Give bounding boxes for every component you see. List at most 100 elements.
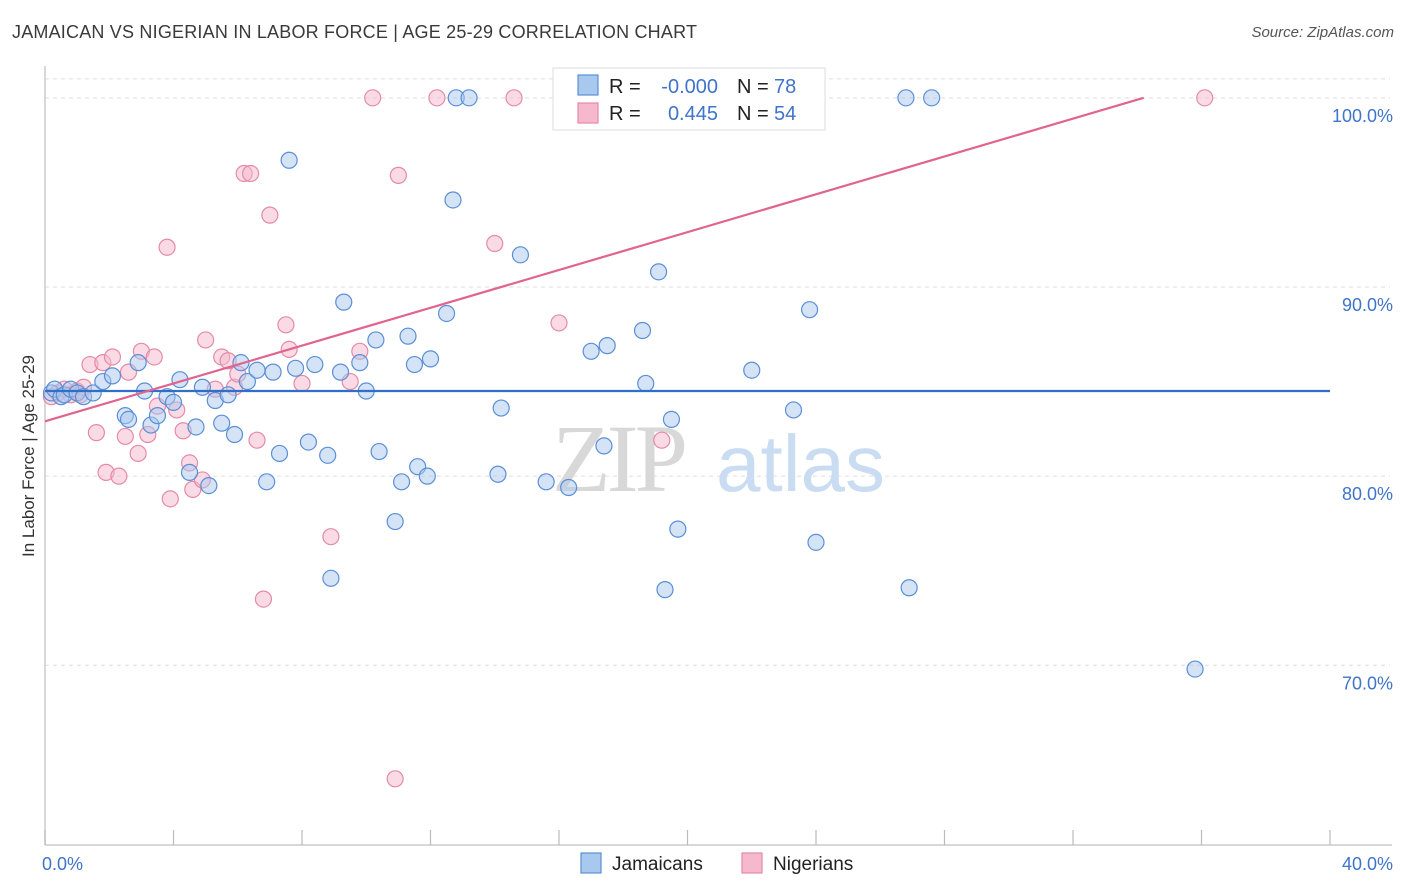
- nigerian-point: [505, 89, 523, 107]
- watermark-atlas: atlas: [716, 419, 885, 508]
- jamaican-point: [306, 355, 324, 374]
- jamaican-point: [270, 444, 289, 463]
- x-tick-label: 0.0%: [42, 854, 83, 874]
- nigerian-point: [293, 374, 311, 393]
- jamaican-point: [280, 151, 298, 169]
- jamaican-point: [598, 337, 616, 355]
- jamaican-point: [187, 418, 205, 436]
- nigerian-point: [486, 234, 504, 253]
- legend: R = -0.000 N = 78 R = 0.445 N = 54: [552, 67, 826, 131]
- nigerian-point: [103, 348, 122, 366]
- jamaican-point: [537, 473, 555, 491]
- y-axis-label: In Labor Force | Age 25-29: [19, 355, 38, 557]
- jamaican-point: [367, 331, 385, 349]
- nigerian-point: [1196, 89, 1214, 107]
- jamaican-point: [669, 520, 687, 538]
- nigerian-point: [116, 427, 134, 446]
- jamaican-point: [784, 401, 803, 419]
- jamaican-point: [743, 361, 761, 379]
- jamaican-point: [351, 354, 369, 372]
- nigerian-point: [145, 348, 163, 366]
- nigerian-point: [389, 166, 407, 184]
- jamaican-point: [807, 533, 825, 551]
- jamaican-point: [582, 342, 600, 360]
- nigerian-point: [254, 590, 273, 608]
- nigerian-point: [197, 331, 215, 349]
- y-tick-label: 80.0%: [1342, 484, 1393, 504]
- jamaican-point: [637, 374, 655, 393]
- jamaican-point: [248, 361, 266, 379]
- jamaican-point: [164, 393, 183, 411]
- nigerian-point: [242, 164, 260, 183]
- jamaican-point: [103, 367, 122, 385]
- jamaican-point: [386, 512, 404, 531]
- nigerian-point: [129, 444, 147, 463]
- y-tick-labels: 70.0% 80.0% 90.0% 100.0%: [1332, 106, 1393, 693]
- nigerian-point: [550, 314, 568, 332]
- x-tick-label: 40.0%: [1342, 854, 1393, 874]
- legend-swatch-nigerians: [577, 102, 599, 124]
- legend-r-value: -0.000: [661, 76, 718, 98]
- jamaican-point: [286, 359, 305, 377]
- jamaican-point: [444, 191, 462, 209]
- nigerian-point: [87, 424, 106, 442]
- jamaican-point: [405, 355, 424, 374]
- legend-r-value: 0.445: [668, 103, 718, 125]
- jamaican-point: [418, 467, 436, 485]
- jamaican-point: [460, 89, 478, 107]
- nigerians-trend-line: [44, 96, 1144, 423]
- x-tick-labels: 0.0% 40.0%: [42, 854, 1393, 874]
- jamaican-point: [335, 293, 353, 311]
- jamaican-point: [129, 354, 147, 372]
- jamaican-point: [560, 478, 578, 497]
- chart-title: JAMAICAN VS NIGERIAN IN LABOR FORCE | AG…: [12, 22, 698, 42]
- nigerian-point: [248, 431, 266, 449]
- legend-r-label: R =: [609, 103, 641, 125]
- y-tick-label: 90.0%: [1342, 295, 1393, 315]
- jamaican-point: [370, 442, 388, 461]
- jamaican-point: [84, 384, 102, 402]
- bottom-legend: Jamaicans Nigerians: [580, 852, 853, 875]
- jamaican-point: [219, 386, 237, 404]
- jamaican-point: [1186, 660, 1204, 678]
- jamaican-point: [193, 378, 212, 396]
- bottom-legend-swatch-nigerians: [741, 852, 763, 874]
- nigerian-point: [322, 528, 340, 546]
- nigerian-point: [428, 89, 446, 107]
- nigerian-point: [364, 89, 382, 107]
- nigerian-point: [158, 238, 176, 256]
- nigerian-point: [386, 770, 404, 788]
- bottom-legend-nigerians: Nigerians: [773, 854, 853, 875]
- bottom-legend-swatch-jamaicans: [580, 852, 602, 874]
- legend-n-value: 54: [774, 103, 796, 125]
- jamaican-point: [489, 465, 507, 483]
- legend-swatch-jamaicans: [577, 74, 599, 96]
- y-tick-label: 100.0%: [1332, 106, 1393, 126]
- y-tick-label: 70.0%: [1342, 673, 1393, 693]
- nigerian-point: [161, 490, 179, 508]
- jamaican-point: [492, 399, 510, 417]
- jamaican-point: [319, 446, 337, 464]
- legend-r-label: R =: [609, 76, 641, 98]
- jamaican-point: [595, 437, 613, 455]
- jamaican-point: [923, 89, 941, 107]
- jamaican-point: [200, 477, 218, 495]
- jamaican-point: [633, 321, 652, 340]
- jamaican-point: [331, 363, 350, 381]
- jamaican-point: [421, 350, 440, 368]
- source-label: Source: ZipAtlas.com: [1251, 24, 1394, 41]
- jamaican-point: [322, 569, 340, 587]
- jamaican-point: [238, 372, 256, 391]
- jamaican-point: [649, 263, 668, 281]
- jamaican-point: [662, 410, 681, 428]
- jamaican-point: [119, 410, 138, 428]
- jamaican-point: [299, 433, 318, 451]
- jamaican-point: [258, 473, 276, 491]
- jamaican-point: [180, 463, 199, 481]
- jamaican-point: [437, 304, 456, 323]
- nigerian-point: [110, 467, 128, 485]
- legend-n-label: N =: [737, 103, 769, 125]
- legend-n-value: 78: [774, 76, 796, 98]
- jamaican-point: [148, 407, 167, 425]
